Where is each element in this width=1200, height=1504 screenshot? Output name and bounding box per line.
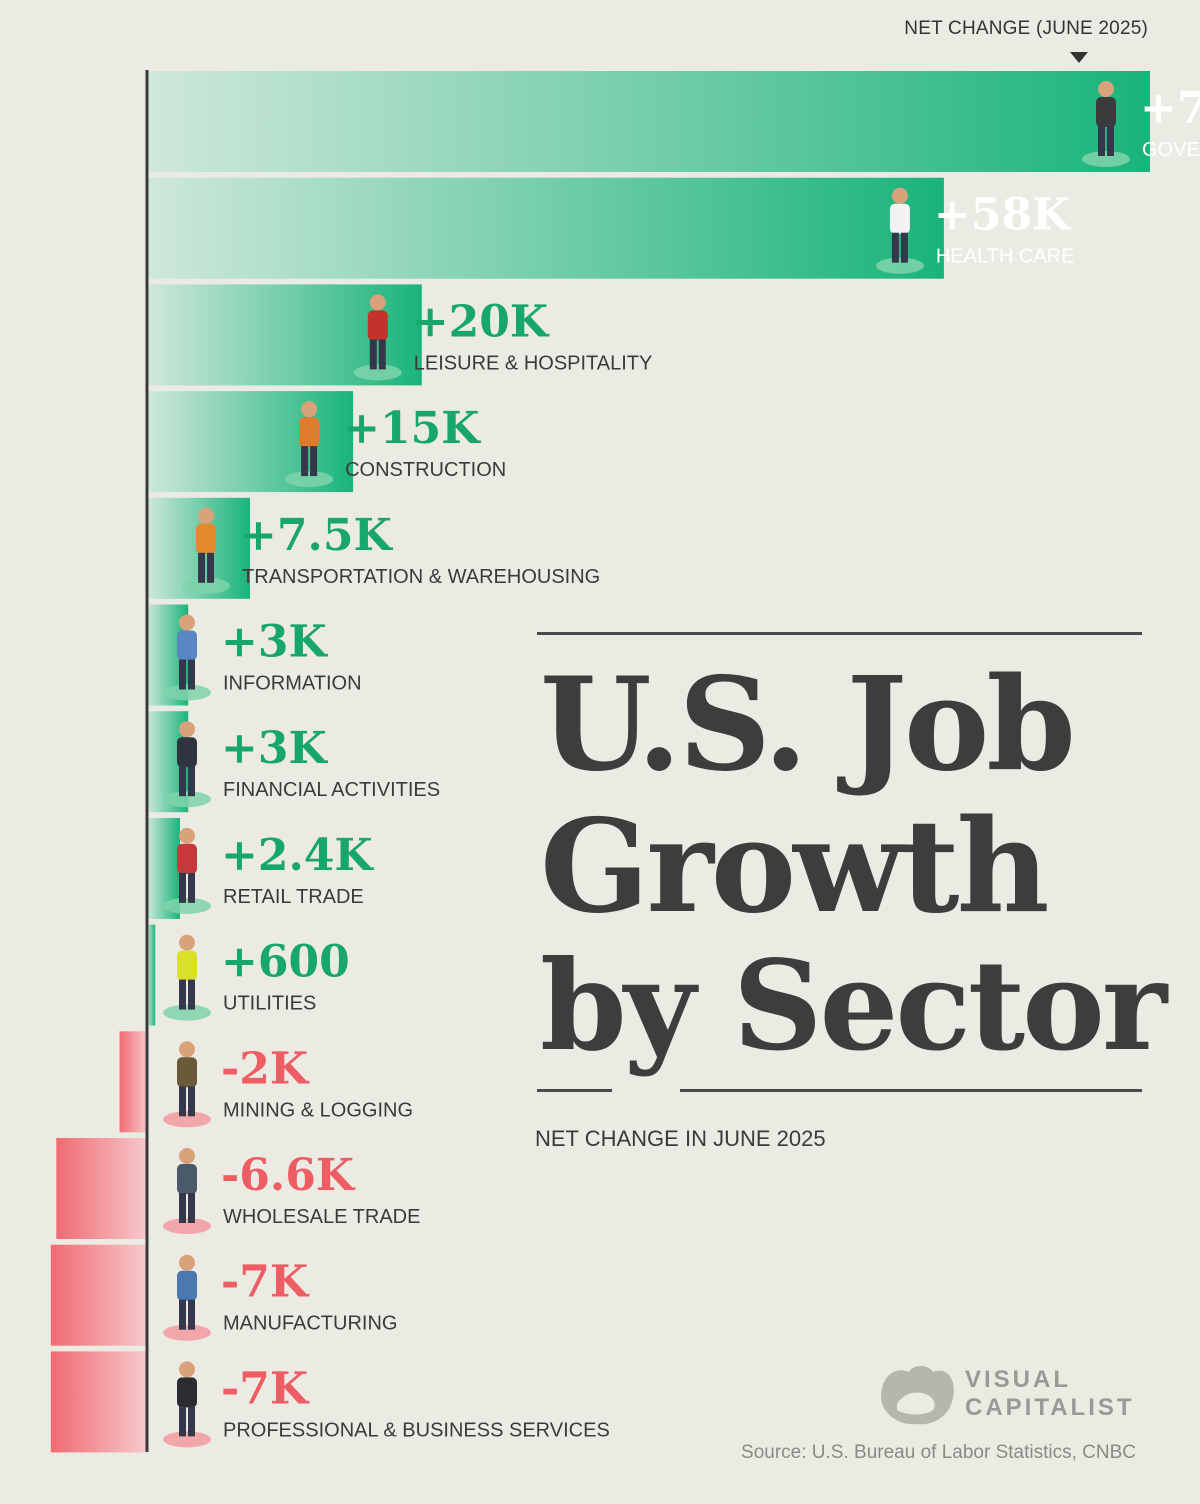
value-label: +600 [221,937,350,988]
bar-manufacturing [50,1244,148,1346]
category-label: MANUFACTURING [223,1313,397,1335]
category-label: UTILITIES [223,993,316,1015]
category-label: HEALTH CARE [936,246,1075,268]
value-label: -7K [221,1363,310,1414]
visual-capitalist-logo: VISUAL CAPITALIST [873,1358,1143,1430]
logo-icon [881,1366,954,1425]
bar-professional-business-services [50,1351,148,1453]
title-rule-bottom-right [680,1089,1142,1092]
value-label: -6.6K [221,1150,356,1201]
bellhop-icon [353,294,402,381]
value-label: -7K [221,1257,310,1308]
doctor-icon [875,187,924,274]
title-line-2: Growth [540,792,1049,942]
retail-worker-icon [163,827,211,914]
factory-worker-icon [163,1254,211,1341]
category-label: CONSTRUCTION [345,459,506,481]
category-label: PROFESSIONAL & BUSINESS SERVICES [223,1419,610,1441]
logo-text-line1: VISUAL [965,1366,1072,1393]
clipboard-worker-icon [163,721,211,808]
utility-worker-icon [163,934,211,1021]
value-label: +2.4K [221,830,374,881]
category-label: RETAIL TRADE [223,886,364,908]
title-line-1: U.S. Job [540,650,1076,800]
bar-wholesale-trade [56,1138,147,1239]
source-note: Source: U.S. Bureau of Labor Statistics,… [741,1442,1136,1463]
value-label: +20K [412,296,550,347]
value-label: +3K [221,723,328,774]
delivery-worker-icon [163,1148,211,1234]
businessman-icon [1082,81,1130,167]
category-label: GOVERNMENT [1142,139,1200,161]
value-label: +3K [221,617,328,668]
subtitle: NET CHANGE IN JUNE 2025 [535,1126,826,1151]
category-label: TRANSPORTATION & WAREHOUSING [242,566,600,588]
category-label: FINANCIAL ACTIVITIES [223,779,440,801]
bar-health-care [147,177,944,279]
bar-mining-logging [119,1031,147,1133]
value-label: +15K [343,403,481,454]
category-label: MINING & LOGGING [223,1099,413,1121]
value-label: +58K [934,190,1072,241]
category-label: INFORMATION [223,673,362,695]
title-rule-bottom-left [537,1089,612,1092]
business-woman-icon [163,1361,211,1448]
value-label: +7.5K [240,510,393,561]
bar-utilities [147,924,156,1026]
category-label: WHOLESALE TRADE [223,1206,420,1228]
title-line-3: by Sector [540,934,1167,1079]
office-worker-icon [163,614,211,701]
value-label: +73K [1140,83,1200,134]
warehouse-worker-icon [182,507,231,594]
down-arrow-icon [1070,52,1088,63]
construction-worker-icon [285,401,334,488]
net-change-label: NET CHANGE (JUNE 2025) [904,18,1148,39]
miner-icon [163,1041,211,1128]
bar-government [147,71,1150,172]
logo-text-line2: CAPITALIST [965,1394,1135,1421]
category-label: LEISURE & HOSPITALITY [414,352,653,374]
value-label: -2K [221,1043,310,1094]
title-rule-top [537,632,1142,635]
